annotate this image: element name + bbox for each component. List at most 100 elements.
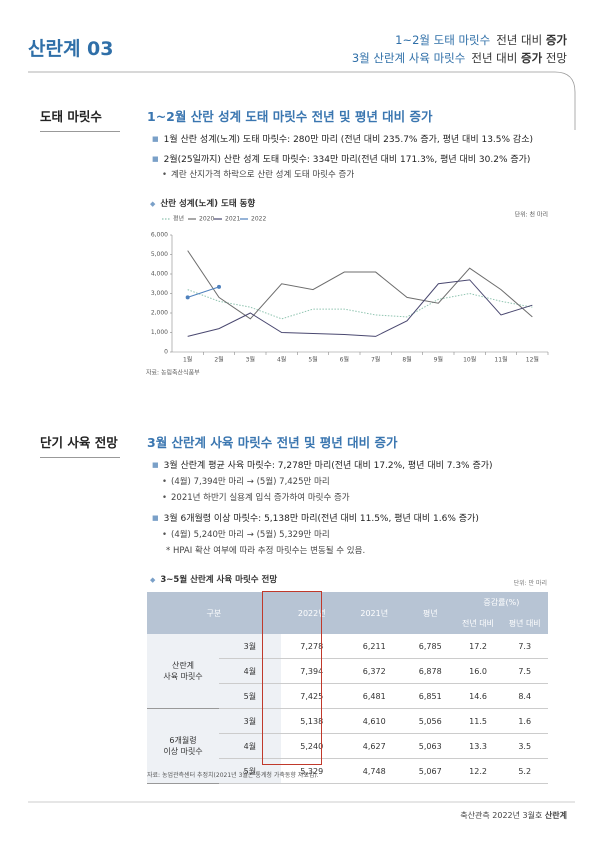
x-tick-label: 5월 bbox=[308, 356, 317, 364]
cell: 4월 bbox=[219, 733, 281, 759]
page-title: 산란계 03 bbox=[28, 38, 114, 60]
y-tick-label: 1,000 bbox=[151, 329, 168, 336]
table-unit: 단위: 만 마리 bbox=[513, 580, 547, 587]
cell: 7,425 bbox=[280, 683, 343, 709]
bullet: 2월(25일까지) 산란 성계 도태 마릿수: 334만 마리(전년 대비 17… bbox=[152, 152, 531, 165]
header-cell: 2021년 bbox=[342, 592, 406, 634]
x-tick-label: 10월 bbox=[463, 356, 476, 364]
bullet: 3월 산란계 평균 사육 마릿수: 7,278만 마리(전년 대비 17.2%,… bbox=[152, 458, 493, 471]
bullet: 1월 산란 성계(노계) 도태 마릿수: 280만 마리 (전년 대비 235.… bbox=[152, 132, 533, 145]
cell: 3.5 bbox=[501, 733, 548, 759]
cell: 7,394 bbox=[280, 658, 343, 684]
cell: 6,851 bbox=[405, 683, 455, 709]
x-tick-label: 4월 bbox=[277, 356, 286, 364]
y-tick-label: 3,000 bbox=[151, 290, 168, 297]
y-tick-label: 2,000 bbox=[151, 310, 168, 317]
cell: 4,627 bbox=[342, 733, 406, 759]
header-line: 1~2월 도태 마릿수 전년 대비 증가 bbox=[395, 32, 567, 48]
cell: 7.5 bbox=[501, 658, 548, 684]
series-line bbox=[187, 279, 533, 337]
cell: 6,372 bbox=[342, 658, 406, 684]
x-tick-label: 8월 bbox=[402, 356, 411, 364]
cell: 6,211 bbox=[342, 634, 406, 659]
cell: 7,278 bbox=[280, 634, 343, 659]
x-tick-label: 3월 bbox=[246, 356, 255, 364]
table-source: 자료: 농업관측센터 추정치(2021년 3월은 통계청 가축동향 자료임). bbox=[147, 772, 319, 779]
footer: 축산관측 2022년 3월호 산란계 bbox=[460, 810, 567, 821]
header-text: 전년 대비 bbox=[471, 51, 518, 65]
chart-unit: 단위: 천 마리 bbox=[515, 211, 548, 219]
cell: 14.6 bbox=[454, 683, 502, 709]
series-line bbox=[187, 286, 220, 298]
section-label: 단기 사육 전망 bbox=[40, 432, 120, 458]
cell: 6,481 bbox=[342, 683, 406, 709]
x-tick-label: 9월 bbox=[434, 356, 443, 364]
cell: 5월 bbox=[219, 758, 281, 784]
bullet: 3월 6개월령 이상 마릿수: 5,138만 마리(전년 대비 11.5%, 평… bbox=[152, 511, 479, 524]
group-name: 6개월령 bbox=[169, 736, 197, 745]
header-cell: 2022년 bbox=[280, 592, 343, 634]
cell: 3월 bbox=[219, 708, 281, 734]
header-after: 전망 bbox=[545, 51, 567, 65]
chart-title: 산란 성계(노계) 도태 동향 bbox=[150, 197, 255, 209]
header-cell: 평년 bbox=[405, 592, 455, 634]
footer-emph: 산란계 bbox=[544, 811, 567, 820]
cell: 4,748 bbox=[342, 758, 406, 784]
y-tick-label: 6,000 bbox=[151, 232, 168, 239]
header-line: 3월 산란계 사육 마릿수 전년 대비 증가 전망 bbox=[352, 50, 567, 66]
legend-label: 평년 bbox=[173, 215, 184, 223]
footer-text: 축산관측 2022년 3월호 bbox=[460, 811, 543, 820]
cell: 6,785 bbox=[405, 634, 455, 659]
group-name: 사육 마릿수 bbox=[163, 672, 203, 681]
section-heading: 1~2월 산란 성계 도태 마릿수 전년 및 평년 대비 증가 bbox=[147, 109, 433, 124]
section-heading: 3월 산란계 사육 마릿수 전년 및 평년 대비 증가 bbox=[147, 435, 398, 450]
section-label: 도태 마릿수 bbox=[40, 106, 120, 132]
cell: 5,063 bbox=[405, 733, 455, 759]
sub-bullet: 계란 산지가격 하락으로 산란 성계 도태 마릿수 증가 bbox=[162, 168, 354, 180]
cell: 5,240 bbox=[280, 733, 343, 759]
series-line bbox=[187, 250, 533, 320]
cell: 12.2 bbox=[454, 758, 502, 784]
header-cell: 전년 대비 bbox=[454, 613, 502, 634]
cell: 4,610 bbox=[342, 708, 406, 734]
x-tick-label: 7월 bbox=[371, 356, 380, 364]
header-emph: 증가 bbox=[521, 51, 543, 65]
cell: 4월 bbox=[219, 658, 281, 684]
chart: 단위: 천 마리 0 1,000 2,000 3,000 4,000 5,000 6,000 1… bbox=[146, 211, 549, 377]
y-tick-label: 4,000 bbox=[151, 271, 168, 278]
cell: 5,056 bbox=[405, 708, 455, 734]
cell: 5,067 bbox=[405, 758, 455, 784]
header-text: 전년 대비 bbox=[496, 33, 543, 47]
x-tick-label: 11월 bbox=[494, 356, 507, 364]
sub-bullet: (4월) 7,394만 마리 → (5월) 7,425만 마리 bbox=[162, 475, 330, 487]
cell: 7.3 bbox=[501, 634, 548, 659]
series-line bbox=[187, 289, 533, 320]
legend-label: 2022 bbox=[251, 216, 266, 223]
y-tick-label: 0 bbox=[164, 349, 168, 356]
header-cell: 증감률(%) bbox=[454, 592, 548, 613]
x-tick-label: 2월 bbox=[214, 356, 223, 364]
sub-bullet: 2021년 하반기 실용계 입식 증가하여 마릿수 증가 bbox=[162, 491, 350, 503]
cell: 6,878 bbox=[405, 658, 455, 684]
x-tick-label: 12월 bbox=[526, 356, 539, 364]
legend-label: 2020 bbox=[199, 216, 214, 223]
group-name: 산란계 bbox=[171, 661, 195, 670]
header-cell: 평년 대비 bbox=[501, 613, 548, 634]
header-cell: 구분 bbox=[147, 592, 281, 634]
chart-source: 자료: 농림축산식품부 bbox=[146, 369, 200, 377]
header-topic: 1~2월 도태 마릿수 bbox=[395, 33, 491, 47]
cell: 5월 bbox=[219, 683, 281, 709]
point bbox=[185, 295, 190, 300]
note: * HPAI 확산 여부에 따라 추정 마릿수는 변동될 수 있음. bbox=[166, 546, 366, 556]
y-tick-label: 5,000 bbox=[151, 251, 168, 258]
cell: 5,329 bbox=[280, 758, 343, 784]
x-tick-label: 6월 bbox=[340, 356, 349, 364]
group-name: 이상 마릿수 bbox=[163, 747, 203, 756]
cell: 1.6 bbox=[501, 708, 548, 734]
table: 구분 2022년 2021년 평년 증감률(%) 전년 대비 평년 대비 산란계 사육 마릿수 3… bbox=[147, 592, 548, 784]
cell: 13.3 bbox=[454, 733, 502, 759]
